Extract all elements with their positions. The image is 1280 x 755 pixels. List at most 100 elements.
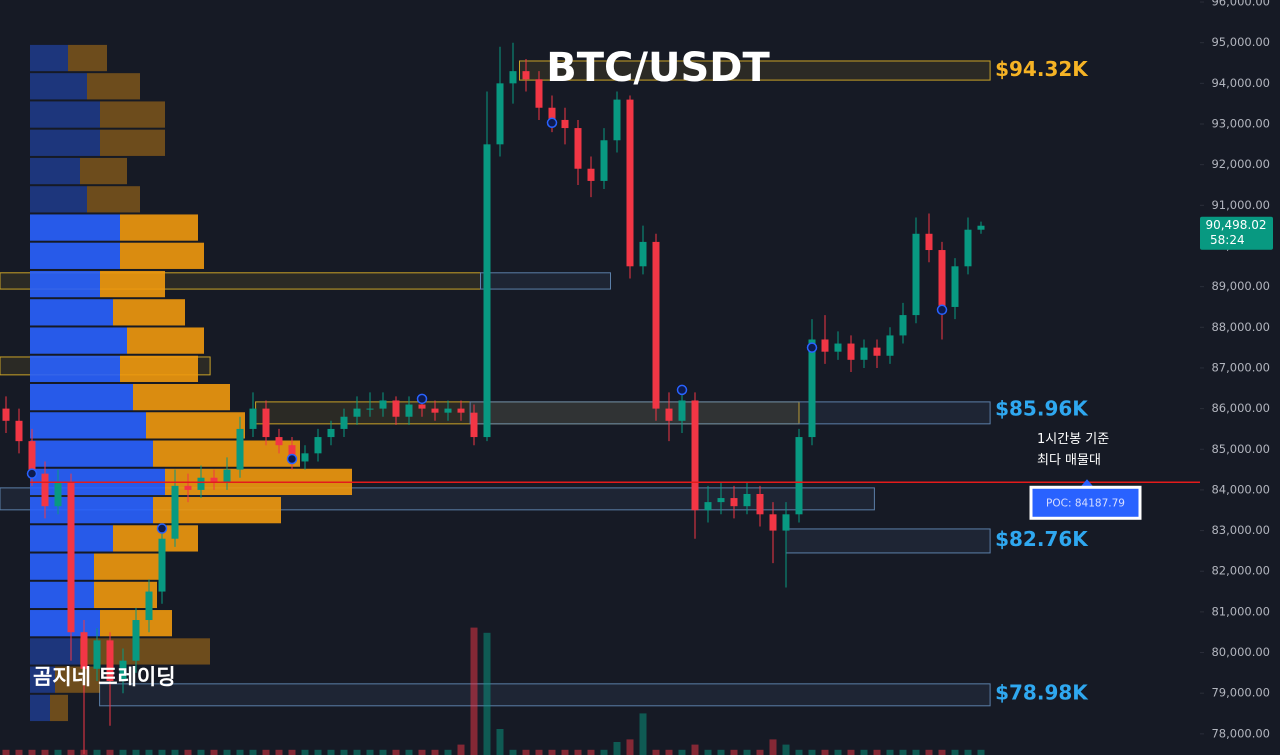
poc-label: POC: 84187.79 [1046,497,1125,509]
volume-bar [67,749,75,755]
candle-body [119,660,127,682]
candle-body [171,485,179,539]
volume-bar [483,632,491,755]
volume-bar [808,749,816,755]
candle-body [67,481,75,633]
profile-sell [80,157,127,185]
volume-bar [665,749,673,755]
volume-bar [873,749,881,755]
y-tick-label: 84,000.00 [1211,482,1270,496]
candle-body [457,408,465,413]
profile-sell [133,383,230,411]
profile-buy [30,666,55,693]
candle-body [639,241,647,267]
profile-sell [100,270,165,298]
volume-bar [600,749,608,755]
volume-bar [626,739,634,755]
candle-body [795,437,803,515]
candle-body [821,339,829,352]
candle-body [847,343,855,360]
volume-bar [54,749,62,755]
profile-sell [100,101,165,128]
profile-buy [30,73,87,100]
volume-bar [262,749,270,755]
candle-body [223,469,231,482]
candle-body [522,71,530,80]
volume-bar [899,749,907,755]
level-zone [785,528,991,554]
level-label: $85.96K [995,397,1089,421]
volume-bar [730,749,738,755]
brand: 곰지네 트레이딩 [33,665,176,689]
candle-body [535,79,543,108]
pivot-marker [156,523,168,534]
y-tick-label: 91,000.00 [1211,198,1270,212]
volume-bar [795,749,803,755]
profile-sell [113,299,185,326]
volume-bar [977,749,985,755]
volume-bar [509,749,517,755]
volume-bar [548,749,556,755]
volume-bar [743,749,751,755]
profile-buy [30,412,146,439]
candle-body [327,428,335,438]
profile-sell [87,186,140,213]
candle-body [54,481,62,507]
profile-sell [120,214,198,241]
volume-bar [834,749,842,755]
volume-bar [691,744,699,755]
candle-body [301,453,309,462]
candle-body [366,408,374,410]
profile-buy [30,694,50,722]
profile-sell [120,355,198,382]
volume-bar [366,749,374,755]
volume-bar [496,729,504,755]
candle-body [977,225,985,230]
candle-body [743,493,751,507]
candle-body [834,343,842,352]
volume-bar [639,713,647,755]
y-tick-label: 86,000.00 [1211,401,1270,415]
level-zone [99,683,991,707]
volume-bar [288,749,296,755]
profile-buy [30,44,68,72]
chart-title: BTC/USDT [546,45,770,91]
pivot-marker [286,453,298,465]
profile-buy [30,242,120,269]
level-zone [519,60,991,81]
candle-body [275,437,283,446]
volume-bar [782,744,790,755]
candle-body [288,445,296,462]
volume-bar [886,749,894,755]
volume-bar [561,749,569,755]
candle-body [158,538,166,592]
volume-bar [210,749,218,755]
profile-buy [30,327,127,354]
candle-body [353,408,361,417]
volume-bar [652,749,660,755]
candle-body [340,416,348,429]
y-tick-label: 88,000.00 [1211,320,1270,334]
volume-bar [236,749,244,755]
profile-buy [30,440,153,467]
candle-body [379,400,387,409]
candle-body [613,99,621,141]
volume-bar [184,749,192,755]
candle-body [210,477,218,482]
candle-body [782,514,790,531]
candle-body [405,404,413,417]
y-tick-label: 82,000.00 [1211,564,1270,578]
volume-bar [41,749,49,755]
candle-body [548,107,556,120]
candle-body [951,266,959,307]
volume-bar [769,739,777,755]
profile-buy [30,214,120,241]
y-tick-label: 93,000.00 [1211,117,1270,131]
volume-bar [574,749,582,755]
pivot-marker [546,117,558,129]
volume-bar [28,749,36,755]
level-zone [469,401,991,425]
y-tick-label: 83,000.00 [1211,523,1270,537]
profile-sell [80,638,210,665]
profile-sell [55,666,100,693]
